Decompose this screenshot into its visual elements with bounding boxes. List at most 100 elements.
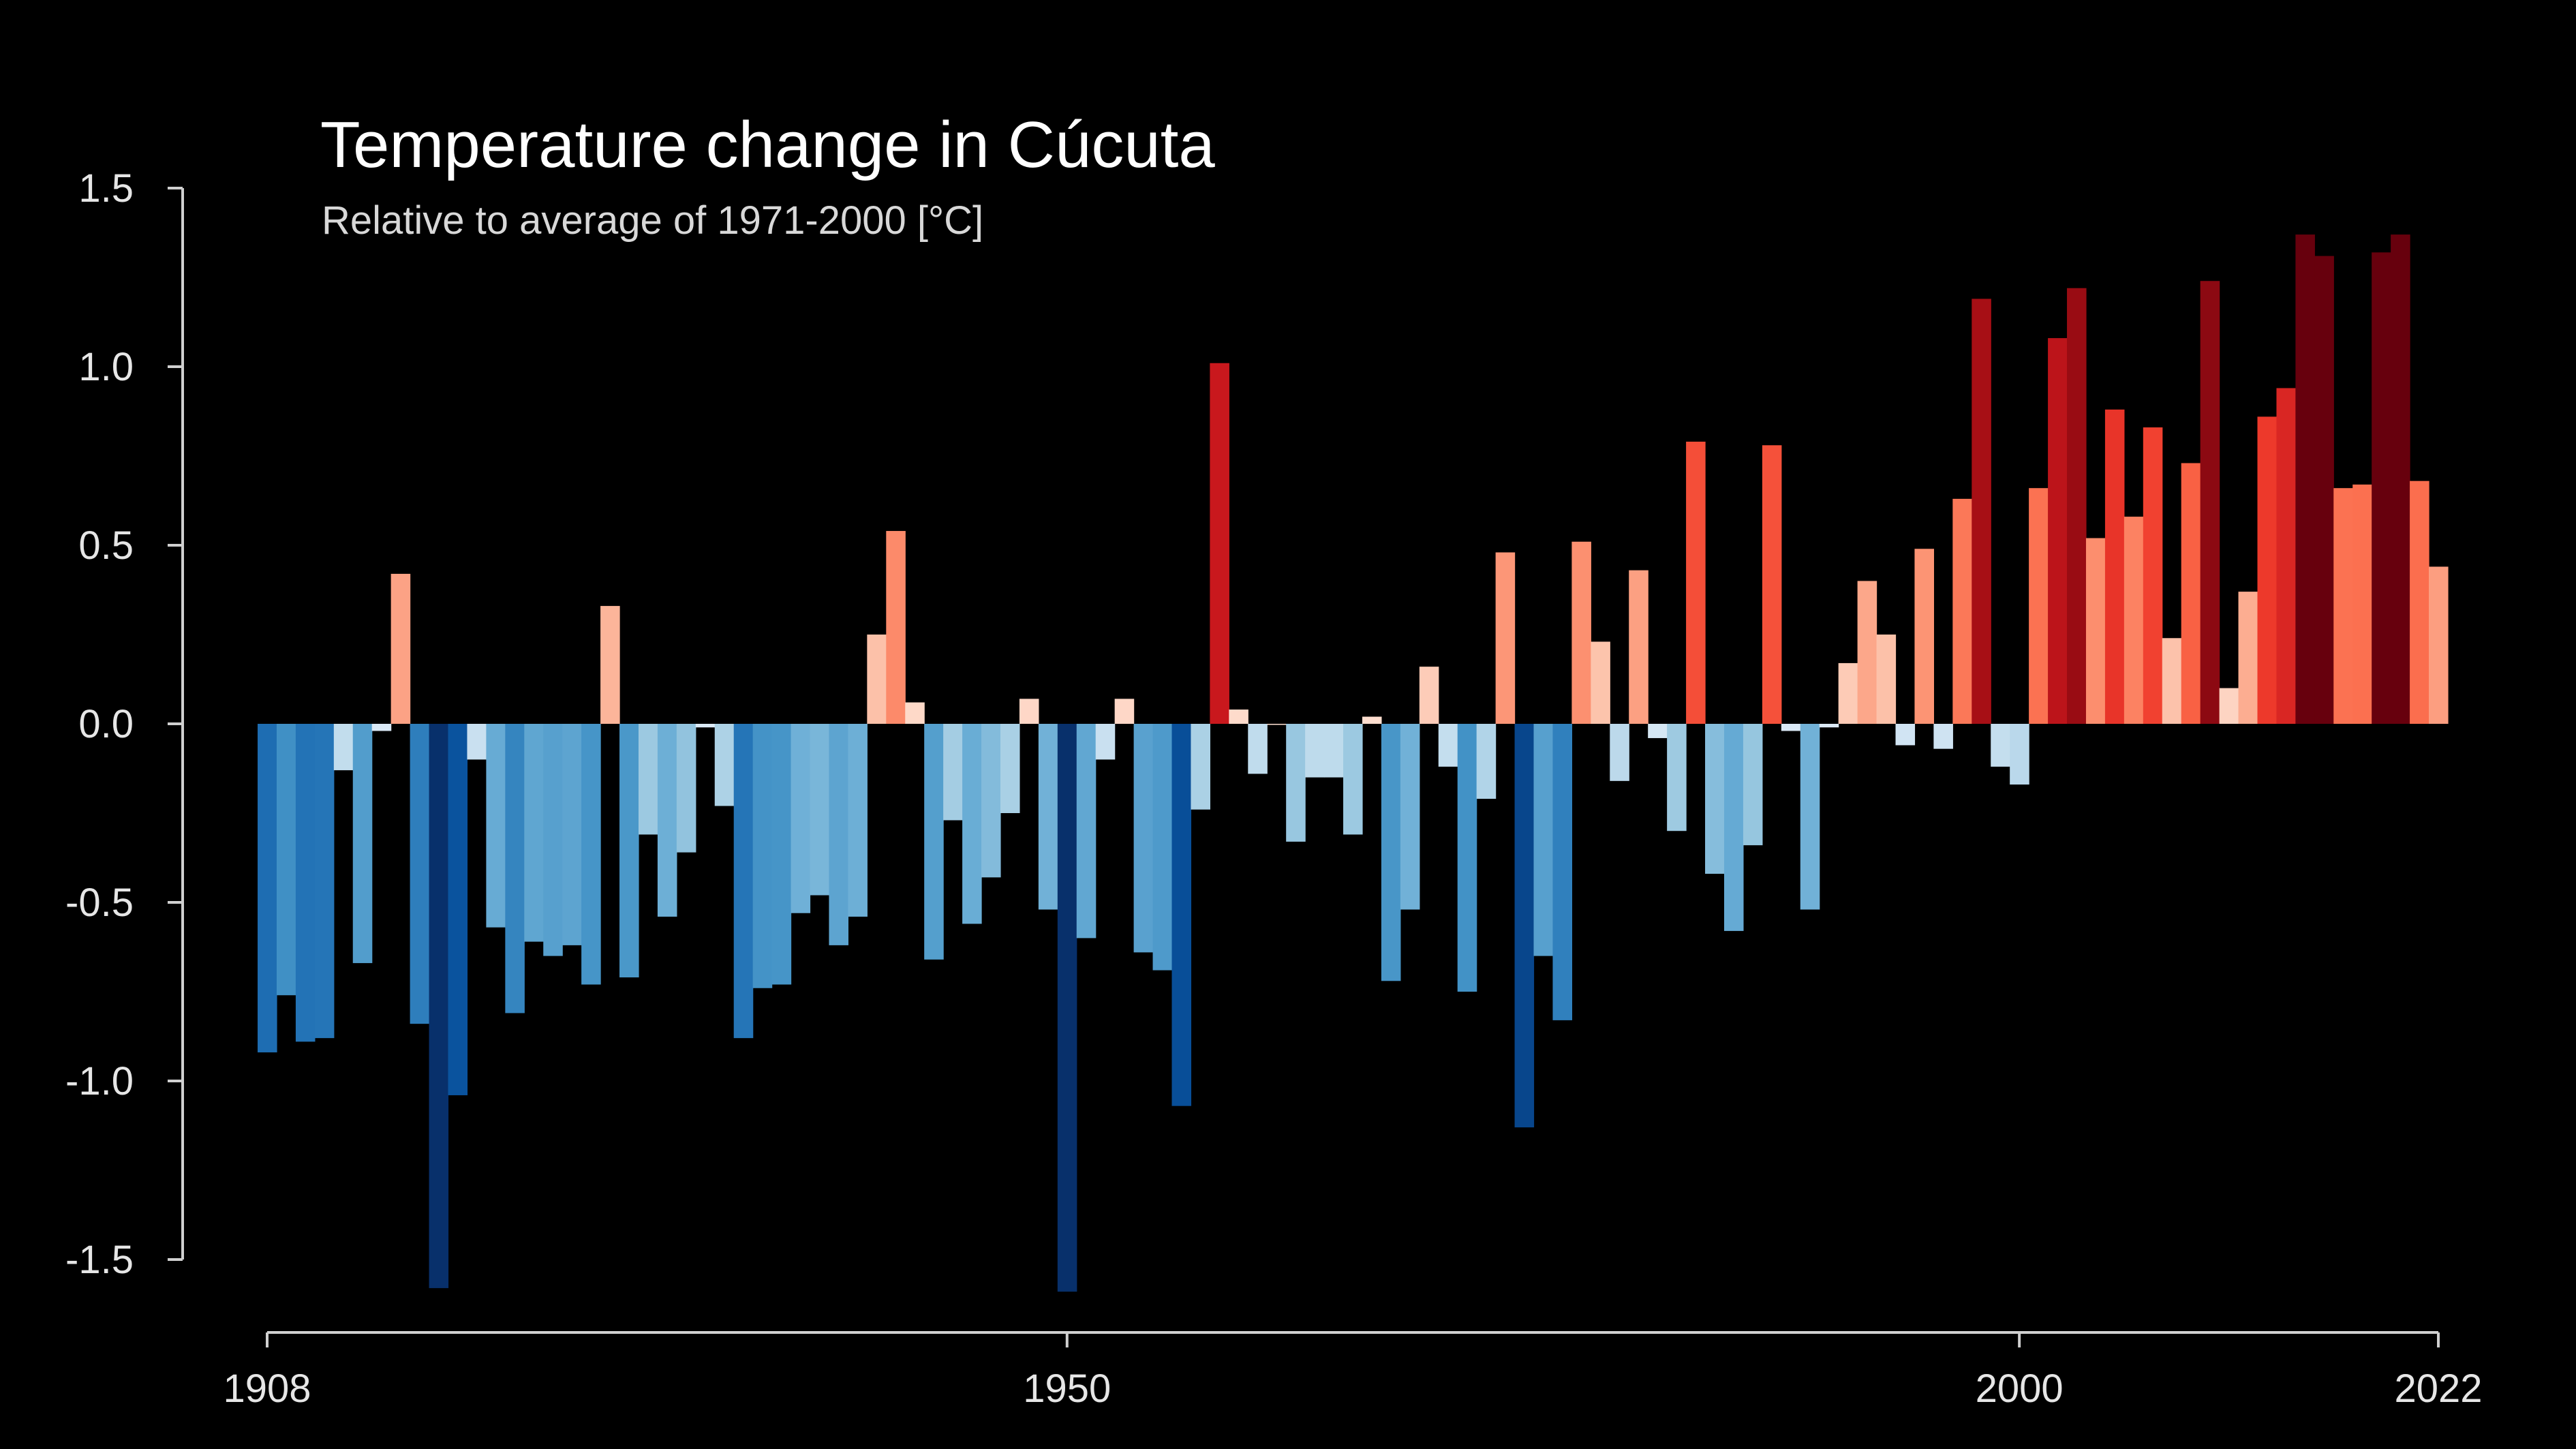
bar-1918 <box>448 724 468 1095</box>
bar-1941 <box>886 531 906 724</box>
bar-1919 <box>467 724 487 760</box>
bar-1924 <box>562 724 582 945</box>
bar-1999 <box>1991 724 2010 767</box>
bar-1929 <box>657 724 677 917</box>
bar-1930 <box>676 724 696 853</box>
bar-2001 <box>2029 488 2049 724</box>
bar-1954 <box>1133 724 1154 953</box>
bar-2018 <box>2352 484 2372 724</box>
bar-1984 <box>1705 724 1725 874</box>
y-tick-label: 1.0 <box>78 345 134 389</box>
bars-group <box>258 234 2449 1292</box>
y-tick-label: 1.5 <box>78 166 134 211</box>
bar-1969 <box>1419 667 1439 724</box>
bar-1990 <box>1819 724 1839 728</box>
y-axis: 1.5 1.0 0.5 0.0 -0.5 -1.0 -1.5 <box>65 166 184 1282</box>
bar-1925 <box>581 724 601 985</box>
bar-1953 <box>1114 699 1135 724</box>
bar-1982 <box>1667 724 1687 832</box>
bar-1974 <box>1514 724 1535 1128</box>
bar-1971 <box>1457 724 1477 992</box>
bar-1922 <box>524 724 544 942</box>
bar-1935 <box>771 724 792 985</box>
bar-2014 <box>2276 388 2296 724</box>
x-tick-label: 2022 <box>2394 1367 2482 1411</box>
bar-2021 <box>2410 481 2429 724</box>
bar-1979 <box>1610 724 1629 781</box>
bar-1957 <box>1191 724 1210 810</box>
bar-1915 <box>390 573 411 724</box>
bar-1964 <box>1324 724 1344 778</box>
y-tick-label: 0.5 <box>78 523 134 568</box>
bar-1976 <box>1552 724 1572 1020</box>
bar-1939 <box>848 724 868 917</box>
bar-2012 <box>2238 592 2258 724</box>
bar-1992 <box>1857 581 1877 724</box>
bar-1921 <box>505 724 525 1013</box>
bar-1947 <box>1000 724 1020 813</box>
chart-title: Temperature change in Cúcuta <box>320 108 1215 181</box>
bar-1956 <box>1171 724 1192 1106</box>
bar-2003 <box>2067 288 2087 724</box>
bar-1942 <box>905 702 925 724</box>
bar-1931 <box>695 724 716 728</box>
bar-1912 <box>333 724 354 771</box>
bar-1998 <box>1972 299 1991 724</box>
x-axis: 1908 1950 2000 2022 <box>223 1331 2483 1411</box>
bar-2022 <box>2429 566 2449 724</box>
bar-1993 <box>1876 635 1897 724</box>
bar-1994 <box>1895 724 1916 746</box>
bar-1995 <box>1914 549 1934 724</box>
bar-2005 <box>2104 409 2125 724</box>
bar-1961 <box>1267 724 1287 725</box>
bar-1910 <box>295 724 316 1042</box>
bar-1940 <box>867 635 887 724</box>
bar-1950 <box>1057 724 1077 1292</box>
bar-1959 <box>1229 710 1248 724</box>
bar-1927 <box>619 724 639 978</box>
bar-1972 <box>1476 724 1497 799</box>
bar-1945 <box>962 724 982 924</box>
bar-2007 <box>2143 427 2163 724</box>
bar-1932 <box>714 724 735 806</box>
bar-1989 <box>1800 724 1820 910</box>
bar-1981 <box>1648 724 1668 738</box>
bar-1913 <box>352 724 373 964</box>
bar-1958 <box>1210 363 1229 724</box>
bar-1986 <box>1743 724 1763 846</box>
bar-1948 <box>1019 699 1039 724</box>
bar-1978 <box>1591 641 1610 724</box>
bar-1960 <box>1248 724 1268 774</box>
bar-1916 <box>410 724 430 1024</box>
bar-1944 <box>943 724 963 821</box>
y-tick-label: -1.5 <box>65 1238 134 1282</box>
bar-2019 <box>2372 252 2391 724</box>
bar-1970 <box>1438 724 1458 767</box>
bar-1923 <box>543 724 563 956</box>
bar-2016 <box>2314 256 2334 724</box>
bar-1909 <box>276 724 296 996</box>
bar-1943 <box>924 724 944 960</box>
y-tick-label: -1.0 <box>65 1059 134 1103</box>
bar-1966 <box>1362 716 1382 724</box>
bar-2010 <box>2200 281 2220 724</box>
bar-2020 <box>2391 234 2410 724</box>
bar-1938 <box>829 724 848 945</box>
chart-subtitle: Relative to average of 1971-2000 [°C] <box>322 198 983 243</box>
bar-1937 <box>810 724 830 896</box>
bar-1965 <box>1343 724 1363 835</box>
bar-1963 <box>1305 724 1325 778</box>
x-tick-label: 1950 <box>1023 1367 1111 1411</box>
bar-2008 <box>2162 638 2182 724</box>
bar-1920 <box>486 724 506 928</box>
bar-1997 <box>1952 498 1972 724</box>
bar-1933 <box>733 724 754 1039</box>
y-tick-label: 0.0 <box>78 702 134 746</box>
y-tick-label: -0.5 <box>65 881 134 925</box>
bar-1983 <box>1686 442 1706 724</box>
bar-2000 <box>2010 724 2029 785</box>
bar-1987 <box>1762 445 1782 724</box>
bar-1977 <box>1571 541 1591 724</box>
